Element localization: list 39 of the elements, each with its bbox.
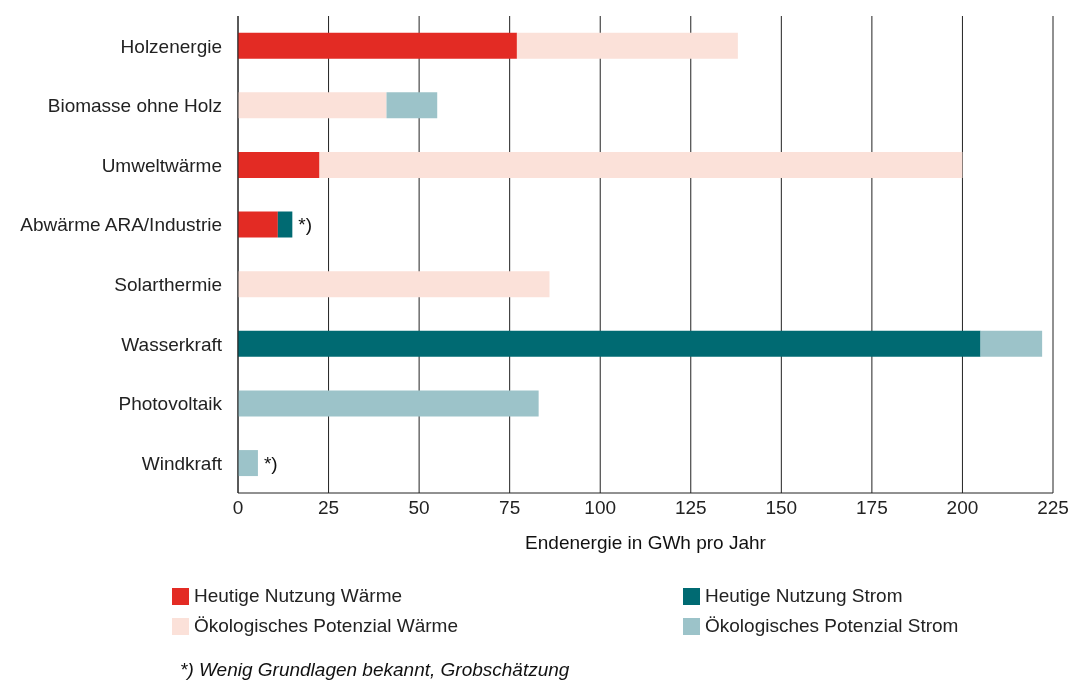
bar [238,32,517,59]
y-tick-label: Wasserkraft [121,333,223,355]
bar [386,92,438,119]
text: *) Wenig Grundlagen bekannt, Grobschätzung [180,659,571,681]
x-tick-label: 25 [317,497,340,519]
x-tick-label: 50 [408,497,430,519]
y-tick-label: Abwärme ARA/Industrie [20,214,222,236]
legend-label: Heutige Nutzung Wärme [194,585,403,607]
y-tick-label: Biomasse ohne Holz [47,95,222,117]
bar [238,330,981,357]
x-tick-label: 175 [856,497,888,519]
bar [238,211,278,238]
y-tick-label: Holzenergie [120,35,222,57]
bar [238,92,387,119]
x-tick-label: 225 [1037,497,1069,519]
legend-label: Ökologisches Potenzial Wärme [194,615,458,637]
bar [238,390,539,417]
y-tick-label: Umweltwärme [101,154,222,176]
y-tick-label: Photovoltaik [118,393,223,415]
legend-label: Heutige Nutzung Strom [705,585,903,607]
bar [319,151,963,178]
x-tick-label: 150 [765,497,798,519]
x-tick-label: 125 [674,497,707,519]
bar [238,450,258,477]
x-tick-label: 100 [584,497,617,519]
annotation: *) [263,452,278,474]
x-axis-title: Endenergie in GWh pro Jahr [525,532,767,553]
y-tick-label: Windkraft [141,452,223,474]
x-tick-label: 0 [232,497,244,519]
bar [238,151,320,178]
annotation: *) [298,214,313,236]
bar [238,271,550,298]
legend-label: Ökologisches Potenzial Strom [705,615,959,637]
x-tick-label: 75 [499,497,521,519]
x-tick-label: 200 [946,497,979,519]
bar [516,32,738,59]
y-tick-label: Solarthermie [114,274,222,296]
bar [277,211,293,238]
bar [980,330,1043,357]
